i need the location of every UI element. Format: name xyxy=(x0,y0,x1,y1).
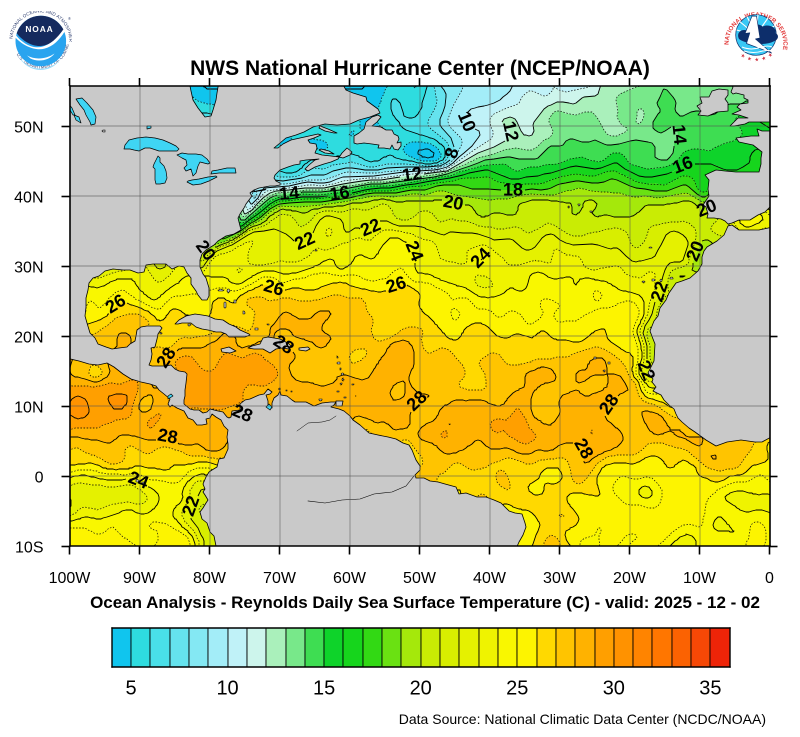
svg-text:50N: 50N xyxy=(14,119,43,136)
svg-text:35: 35 xyxy=(699,677,721,699)
svg-text:60W: 60W xyxy=(333,570,367,587)
svg-text:NWS National Hurricane Center: NWS National Hurricane Center (NCEP/NOAA… xyxy=(190,57,650,80)
svg-text:10: 10 xyxy=(216,677,238,699)
svg-text:18: 18 xyxy=(503,179,523,199)
svg-text:80W: 80W xyxy=(193,570,227,587)
svg-text:30W: 30W xyxy=(543,570,577,587)
svg-text:®: ® xyxy=(68,16,71,21)
svg-text:12: 12 xyxy=(499,119,523,143)
svg-text:0: 0 xyxy=(35,469,44,486)
svg-text:Data Source: National Climatic: Data Source: National Climatic Data Cent… xyxy=(399,711,766,727)
svg-text:50W: 50W xyxy=(403,570,437,587)
svg-text:100W: 100W xyxy=(49,570,92,587)
svg-text:70W: 70W xyxy=(263,570,297,587)
svg-text:10S: 10S xyxy=(15,539,43,556)
svg-text:90W: 90W xyxy=(123,570,157,587)
svg-text:0: 0 xyxy=(765,570,774,587)
svg-text:20N: 20N xyxy=(14,329,43,346)
svg-text:NOAA: NOAA xyxy=(25,24,53,34)
svg-text:25: 25 xyxy=(506,677,528,699)
svg-text:15: 15 xyxy=(313,677,335,699)
svg-text:14: 14 xyxy=(278,182,300,204)
svg-text:Ocean Analysis - Reynolds Dail: Ocean Analysis - Reynolds Daily Sea Surf… xyxy=(90,593,760,612)
svg-text:12: 12 xyxy=(401,163,423,185)
svg-text:30: 30 xyxy=(603,677,625,699)
svg-text:20: 20 xyxy=(410,677,432,699)
svg-text:30N: 30N xyxy=(14,259,43,276)
svg-text:28: 28 xyxy=(156,425,179,448)
svg-text:40W: 40W xyxy=(473,570,507,587)
svg-text:10N: 10N xyxy=(14,399,43,416)
svg-text:14: 14 xyxy=(669,123,691,145)
svg-text:20: 20 xyxy=(442,191,465,214)
svg-text:20W: 20W xyxy=(613,570,647,587)
svg-text:5: 5 xyxy=(125,677,136,699)
svg-text:10W: 10W xyxy=(683,570,717,587)
svg-text:40N: 40N xyxy=(14,189,43,206)
svg-text:16: 16 xyxy=(328,182,351,205)
